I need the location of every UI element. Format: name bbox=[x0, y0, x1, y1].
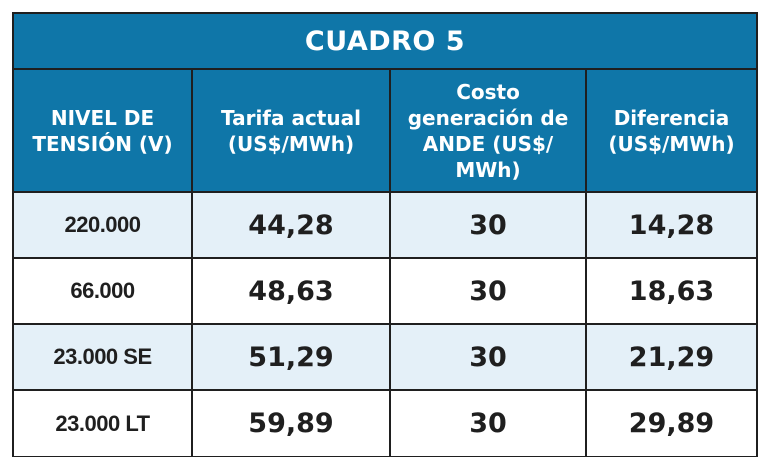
cell-diferencia: 29,89 bbox=[585, 389, 756, 456]
cell-tarifa: 59,89 bbox=[191, 389, 391, 456]
table-frame: CUADRO 5 NIVEL DE TENSIÓN (V) Tarifa act… bbox=[12, 12, 758, 457]
cell-tarifa: 48,63 bbox=[191, 257, 391, 325]
cell-level: 23.000 LT bbox=[14, 389, 193, 456]
cell-diferencia: 21,29 bbox=[585, 323, 756, 391]
header-row: NIVEL DE TENSIÓN (V) Tarifa actual (US$/… bbox=[14, 70, 756, 193]
table-row: 23.000 SE 51,29 30 21,29 bbox=[14, 323, 756, 391]
cell-costo: 30 bbox=[389, 323, 587, 391]
cell-level: 23.000 SE bbox=[14, 323, 193, 391]
table-title: CUADRO 5 bbox=[14, 14, 756, 70]
cell-diferencia: 14,28 bbox=[585, 191, 756, 259]
cell-level: 220.000 bbox=[14, 191, 193, 259]
cell-tarifa: 51,29 bbox=[191, 323, 391, 391]
cell-costo: 30 bbox=[389, 389, 587, 456]
cell-level: 66.000 bbox=[14, 257, 193, 325]
header-tarifa-actual: Tarifa actual (US$/MWh) bbox=[191, 70, 391, 193]
table-row: 66.000 48,63 30 18,63 bbox=[14, 257, 756, 325]
cell-costo: 30 bbox=[389, 191, 587, 259]
cell-diferencia: 18,63 bbox=[585, 257, 756, 325]
table-row: 23.000 LT 59,89 30 29,89 bbox=[14, 389, 756, 456]
header-nivel-tension: NIVEL DE TENSIÓN (V) bbox=[14, 70, 193, 193]
cell-tarifa: 44,28 bbox=[191, 191, 391, 259]
table-row: 220.000 44,28 30 14,28 bbox=[14, 191, 756, 259]
cell-costo: 30 bbox=[389, 257, 587, 325]
header-diferencia: Diferencia (US$/MWh) bbox=[585, 70, 756, 193]
header-costo-generacion: Costo generación de ANDE (US$/ MWh) bbox=[389, 70, 587, 193]
data-table: NIVEL DE TENSIÓN (V) Tarifa actual (US$/… bbox=[14, 70, 756, 456]
